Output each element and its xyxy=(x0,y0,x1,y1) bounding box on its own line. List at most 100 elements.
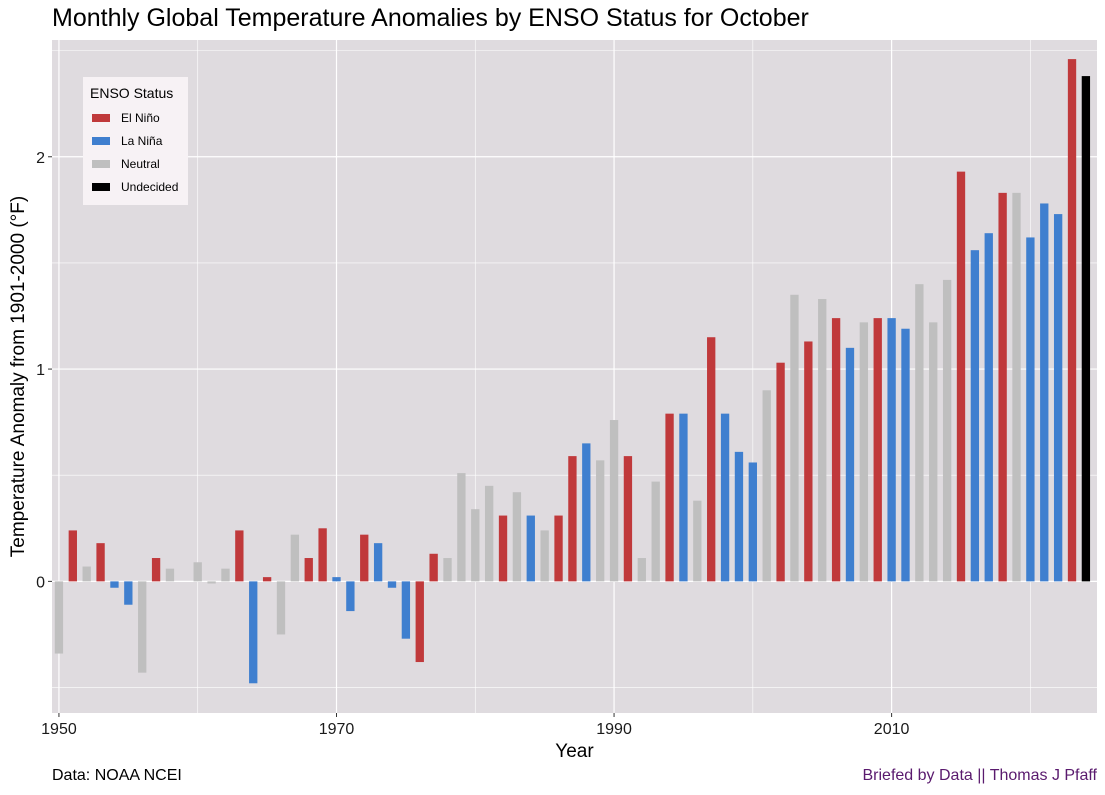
bar-1987 xyxy=(568,456,577,582)
author-caption: Briefed by Data || Thomas J Pfaff xyxy=(862,767,1098,784)
bar-1983 xyxy=(512,492,522,582)
bar-1951 xyxy=(68,530,77,582)
bar-1996 xyxy=(693,500,702,582)
bar-1974 xyxy=(387,581,397,588)
bar-1988 xyxy=(582,443,591,582)
legend-label: Neutral xyxy=(121,157,160,171)
bar-2005 xyxy=(818,299,827,582)
bar-1993 xyxy=(651,481,660,582)
bar-1950 xyxy=(54,581,64,654)
y-tick-label: 2 xyxy=(36,150,45,167)
y-tick-label: 0 xyxy=(36,574,45,591)
bar-2011 xyxy=(901,328,910,582)
bar-1982 xyxy=(498,515,508,582)
x-tick-label: 1950 xyxy=(41,721,77,738)
bar-1995 xyxy=(679,413,688,582)
bar-2016 xyxy=(970,250,980,582)
bar-1957 xyxy=(151,558,161,582)
bar-1965 xyxy=(262,577,272,582)
bar-1973 xyxy=(373,543,383,582)
bar-2024 xyxy=(1081,76,1091,582)
bar-1972 xyxy=(360,534,369,582)
bar-2014 xyxy=(942,279,952,582)
bar-2009 xyxy=(873,318,882,582)
bar-1990 xyxy=(609,420,619,582)
bar-2023 xyxy=(1067,59,1077,582)
bar-1967 xyxy=(290,534,300,582)
bar-1976 xyxy=(415,581,424,663)
legend-label: La Niña xyxy=(121,134,163,148)
bar-1952 xyxy=(82,566,91,582)
bar-1999 xyxy=(734,451,744,582)
legend-key xyxy=(92,183,110,191)
legend-label: El Niño xyxy=(121,111,160,125)
x-axis-title: Year xyxy=(555,741,594,762)
bar-1958 xyxy=(165,568,175,582)
bar-1986 xyxy=(554,515,563,582)
bar-2013 xyxy=(929,322,938,582)
bar-1953 xyxy=(96,543,105,582)
y-axis-title: Temperature Anomaly from 1901-2000 (°F) xyxy=(8,196,29,557)
bar-1954 xyxy=(110,581,119,588)
bar-1956 xyxy=(138,581,147,673)
bar-1989 xyxy=(596,460,605,582)
bar-1963 xyxy=(235,530,244,582)
bar-2015 xyxy=(956,171,966,582)
bar-1980 xyxy=(471,509,480,582)
bar-1981 xyxy=(484,485,494,582)
bar-2008 xyxy=(859,322,869,582)
bar-2002 xyxy=(776,362,785,582)
legend-key xyxy=(92,137,110,145)
bar-1978 xyxy=(443,558,452,582)
bar-1997 xyxy=(707,337,716,582)
bar-2000 xyxy=(748,462,757,582)
legend: ENSO Status El Niño La Niña Neutral Undecid… xyxy=(83,77,188,205)
legend-label: Undecided xyxy=(121,180,178,194)
bar-2006 xyxy=(831,318,841,582)
bar-2003 xyxy=(790,294,799,582)
bar-1966 xyxy=(276,581,286,635)
bar-1971 xyxy=(346,581,355,612)
plot-panel xyxy=(52,40,1097,713)
bars xyxy=(54,59,1091,684)
axis-ticks: 1950 1970 1990 2010 0 1 2 xyxy=(36,150,909,738)
chart-title: Monthly Global Temperature Anomalies by … xyxy=(52,4,809,32)
bar-1998 xyxy=(720,413,730,582)
bar-2007 xyxy=(845,347,855,582)
bar-1961 xyxy=(207,581,216,584)
bar-1969 xyxy=(318,528,327,582)
major-gridlines xyxy=(52,40,1097,713)
x-tick-label: 1970 xyxy=(319,721,355,738)
bar-2021 xyxy=(1040,203,1049,582)
bar-1991 xyxy=(623,456,633,582)
bar-1975 xyxy=(401,581,411,639)
bar-1992 xyxy=(637,558,646,582)
bar-2010 xyxy=(887,318,896,582)
bar-2004 xyxy=(804,341,813,582)
bar-1968 xyxy=(304,558,313,582)
bar-1994 xyxy=(665,413,674,582)
y-tick-label: 1 xyxy=(36,362,45,379)
bar-2020 xyxy=(1026,237,1035,582)
bar-2001 xyxy=(762,390,771,582)
bar-2018 xyxy=(998,192,1007,582)
legend-key xyxy=(92,114,110,122)
bar-2012 xyxy=(915,284,924,582)
data-source-caption: Data: NOAA NCEI xyxy=(52,767,182,784)
legend-title: ENSO Status xyxy=(90,85,173,101)
bar-1985 xyxy=(540,530,549,582)
bar-1964 xyxy=(249,581,258,684)
bar-2022 xyxy=(1053,214,1063,582)
bar-1979 xyxy=(457,473,466,582)
bar-1977 xyxy=(429,553,438,582)
bar-2019 xyxy=(1012,192,1021,582)
legend-key xyxy=(92,160,110,168)
bar-2017 xyxy=(984,233,993,582)
bar-1984 xyxy=(526,515,535,582)
bar-1970 xyxy=(332,577,341,582)
x-tick-label: 2010 xyxy=(874,721,910,738)
bar-1962 xyxy=(221,568,230,582)
bar-1960 xyxy=(193,562,202,582)
x-tick-label: 1990 xyxy=(596,721,632,738)
